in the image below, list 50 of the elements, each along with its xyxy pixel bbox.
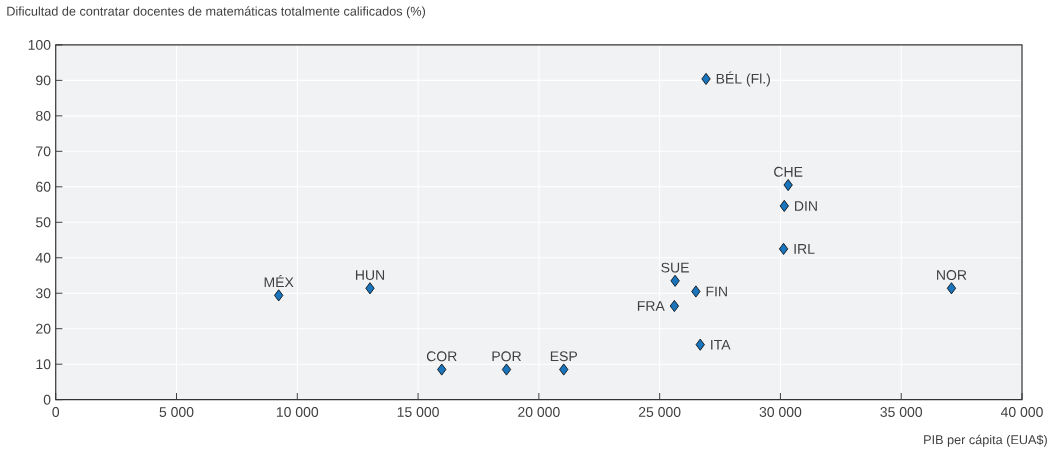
point — [695, 338, 705, 351]
x-tick-label: 40 000 — [1000, 407, 1043, 417]
x-tick-label: 20 000 — [518, 407, 560, 417]
y-tick-label: 100 — [28, 39, 51, 50]
y-tick-label: 60 — [36, 181, 51, 192]
x-tick-label: 10 000 — [276, 407, 319, 417]
y-tick-label: 80 — [36, 110, 51, 121]
y-tick-label: 90 — [36, 75, 51, 86]
annotation: ESP — [550, 351, 578, 362]
annotation: HUN — [355, 270, 385, 281]
point — [779, 199, 789, 212]
annotation: BÉL (Fl.) — [716, 71, 770, 87]
x-tick-label: 0 — [52, 407, 60, 417]
y-axis-title: Dificultad de contratar docentes de matemáticas totalmente calificados (%) — [7, 6, 426, 19]
point — [669, 300, 679, 313]
x-tick-label: 30 000 — [759, 407, 802, 417]
point — [691, 285, 701, 298]
annotation: CHE — [774, 166, 803, 177]
point — [783, 179, 793, 192]
point — [701, 72, 711, 85]
point — [778, 242, 789, 255]
annotation: SUE — [661, 262, 689, 273]
point — [670, 274, 680, 287]
y-tick-label: 50 — [36, 217, 51, 228]
annotation: FRA — [637, 301, 665, 311]
x-axis-title: PIB per cápita (EUA$) — [924, 434, 1047, 447]
x-tick-label: 25 000 — [638, 407, 681, 417]
y-tick-label: 10 — [36, 359, 51, 370]
point — [437, 363, 447, 376]
y-tick-label: 40 — [35, 252, 51, 263]
point — [501, 363, 512, 376]
y-tick-label: 30 — [35, 288, 51, 299]
y-tick-label: 0 — [43, 394, 51, 405]
annotation: POR — [492, 351, 521, 362]
x-tick-label: 5 000 — [159, 407, 194, 417]
point — [559, 363, 569, 376]
x-tick-label: 15 000 — [397, 407, 439, 417]
point — [946, 282, 957, 295]
annotation: DIN — [795, 201, 817, 211]
point — [274, 289, 284, 302]
annotation: NOR — [937, 270, 967, 281]
annotation: FIN — [706, 286, 727, 297]
y-tick-label: 20 — [36, 323, 51, 334]
annotation: COR — [426, 351, 457, 362]
x-tick-label: 35 000 — [880, 407, 923, 417]
annotation: ITA — [711, 339, 731, 350]
annotation: IRL — [794, 244, 815, 254]
point — [365, 282, 375, 295]
y-tick-label: 70 — [36, 146, 51, 157]
annotation: MÉX — [264, 274, 294, 288]
